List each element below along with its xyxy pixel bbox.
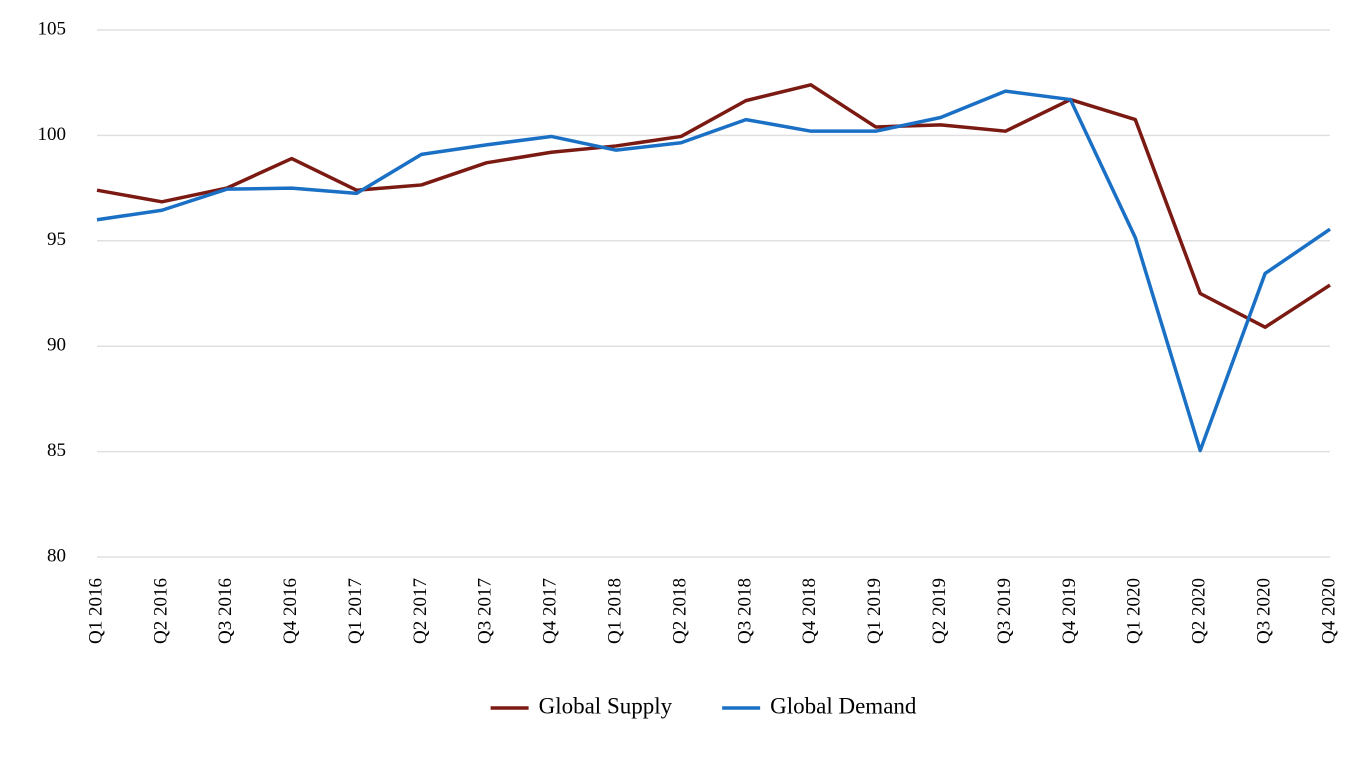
legend-label: Global Supply — [539, 693, 673, 718]
legend: Global Supply Global Demand — [490, 693, 917, 718]
x-tick-label: Q2 2019 — [929, 578, 950, 644]
x-tick-label: Q3 2018 — [734, 578, 755, 644]
x-tick-label: Q4 2018 — [799, 578, 820, 644]
x-tick-label: Q1 2016 — [85, 578, 106, 644]
x-tick-label: Q2 2018 — [669, 578, 690, 644]
x-tick-label: Q4 2019 — [1059, 578, 1080, 644]
y-tick-label: 90 — [47, 335, 66, 356]
y-tick-label: 95 — [47, 229, 66, 250]
x-tick-label: Q1 2020 — [1124, 578, 1145, 644]
y-tick-label: 85 — [47, 440, 66, 461]
x-tick-label: Q3 2016 — [215, 578, 236, 644]
y-tick-label: 105 — [38, 18, 67, 39]
x-tick-label: Q4 2017 — [540, 578, 561, 644]
x-tick-label: Q4 2016 — [280, 578, 301, 644]
x-tick-label: Q3 2020 — [1253, 578, 1274, 644]
x-tick-label: Q1 2018 — [605, 578, 626, 644]
x-tick-label: Q4 2020 — [1318, 578, 1339, 644]
x-tick-label: Q1 2019 — [864, 578, 885, 644]
x-tick-label: Q1 2017 — [345, 578, 366, 644]
legend-item: Global Demand — [722, 693, 917, 718]
x-tick-label: Q2 2020 — [1189, 578, 1210, 644]
x-tick-label: Q2 2017 — [410, 578, 431, 644]
legend-label: Global Demand — [770, 693, 917, 718]
y-tick-label: 100 — [38, 124, 67, 145]
legend-item: Global Supply — [490, 693, 673, 718]
x-tick-label: Q3 2019 — [994, 578, 1015, 644]
series-line — [96, 89, 1331, 453]
y-tick-label: 80 — [47, 545, 66, 566]
series-line — [96, 83, 1331, 329]
x-tick-label: Q3 2017 — [475, 578, 496, 644]
x-tick-label: Q2 2016 — [150, 578, 171, 644]
